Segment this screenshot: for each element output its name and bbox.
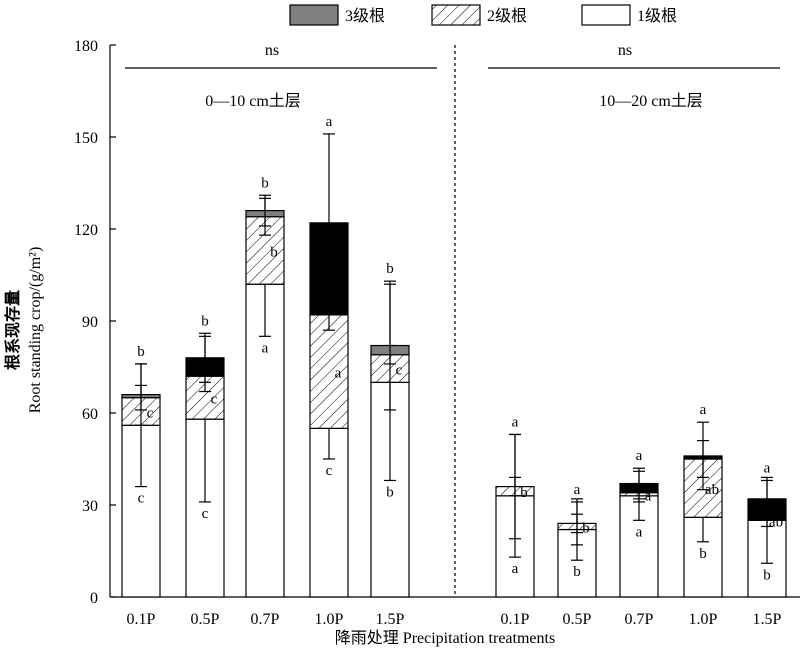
panel-title: 0—10 cm土层	[205, 92, 301, 110]
x-tick-label: 0.1P	[127, 611, 156, 628]
x-axis-label: 降雨处理 Precipitation treatments	[335, 629, 555, 647]
x-tick-label: 0.5P	[563, 611, 592, 628]
y-axis-label-en: Root standing crop/(g/m²)	[27, 247, 44, 414]
axes: 0 30 60 90 120 150 180 根系现存量 Root standing crop/…	[3, 38, 800, 647]
x-tick-label: 1.5P	[753, 611, 782, 628]
sig-letter-level2: b	[582, 520, 590, 536]
sig-letter-level2: b	[270, 244, 278, 260]
sig-letter-level3: b	[137, 344, 145, 360]
sig-letter-level1: a	[636, 524, 643, 540]
sig-letter-level1: c	[326, 463, 333, 479]
sig-letter-level3: b	[201, 313, 209, 329]
sig-letter-level3: a	[326, 114, 333, 130]
x-tick-label: 0.7P	[625, 611, 654, 628]
x-tick-label: 0.7P	[251, 611, 280, 628]
sig-letter-level1: b	[763, 567, 771, 583]
legend-label-level1: 1级根	[637, 7, 677, 25]
sig-letter-level2: b	[520, 485, 528, 501]
sig-letter-level3: a	[512, 414, 519, 430]
x-tick-label: 0.5P	[191, 611, 220, 628]
y-tick-label: 0	[90, 590, 98, 607]
legend: 3级根 2级根 1级根	[289, 4, 677, 26]
y-tick-label: 90	[82, 314, 98, 331]
sig-letter-level1: a	[262, 340, 269, 356]
sig-letter-level3: b	[261, 175, 269, 191]
sig-letter-level3: a	[700, 402, 707, 418]
sig-letter-level2: c	[396, 363, 403, 379]
y-tick-label: 30	[82, 498, 98, 515]
sig-label: ns	[618, 42, 632, 59]
sig-letter-level1: c	[202, 506, 209, 522]
legend-label-level2: 2级根	[487, 7, 527, 25]
sig-letter-level1: a	[512, 561, 519, 577]
sig-letter-level2: a	[335, 366, 342, 382]
x-tick-label: 0.1P	[501, 611, 530, 628]
sig-letter-level3: a	[764, 460, 771, 476]
sig-letter-level1: b	[573, 564, 581, 580]
legend-swatch-level3	[289, 4, 339, 26]
x-tick-label: 1.0P	[689, 611, 718, 628]
sig-letter-level3: b	[386, 261, 394, 277]
sig-letter-level3: a	[574, 482, 581, 498]
sig-letter-level2: c	[147, 405, 154, 421]
panel-title: 10—20 cm土层	[599, 92, 703, 110]
sig-letter-level2: c	[211, 392, 218, 408]
y-tick-label: 150	[74, 130, 98, 147]
y-tick-label: 180	[74, 38, 98, 55]
legend-label-level3: 3级根	[345, 7, 385, 25]
sig-letter-level1: b	[386, 484, 394, 500]
sig-letter-level1: c	[138, 491, 145, 507]
x-tick-label: 1.0P	[315, 611, 344, 628]
y-tick-label: 120	[74, 222, 98, 239]
sig-letter-level2: a	[645, 488, 652, 504]
bar-segment-level2	[309, 314, 349, 429]
sig-letter-level2: ab	[705, 482, 719, 498]
y-tick-label: 60	[82, 406, 98, 423]
sig-label: ns	[265, 42, 279, 59]
legend-swatch-level2	[431, 4, 481, 26]
y-axis-label-cn: 根系现存量	[3, 290, 22, 370]
bar-segment-level1	[557, 528, 597, 598]
sig-letter-level2: ab	[769, 514, 783, 530]
sig-letter-level3: a	[636, 448, 643, 464]
x-tick-label: 1.5P	[376, 611, 405, 628]
sig-letter-level1: b	[699, 546, 707, 562]
legend-swatch-level1	[581, 4, 631, 26]
bars	[121, 133, 787, 598]
